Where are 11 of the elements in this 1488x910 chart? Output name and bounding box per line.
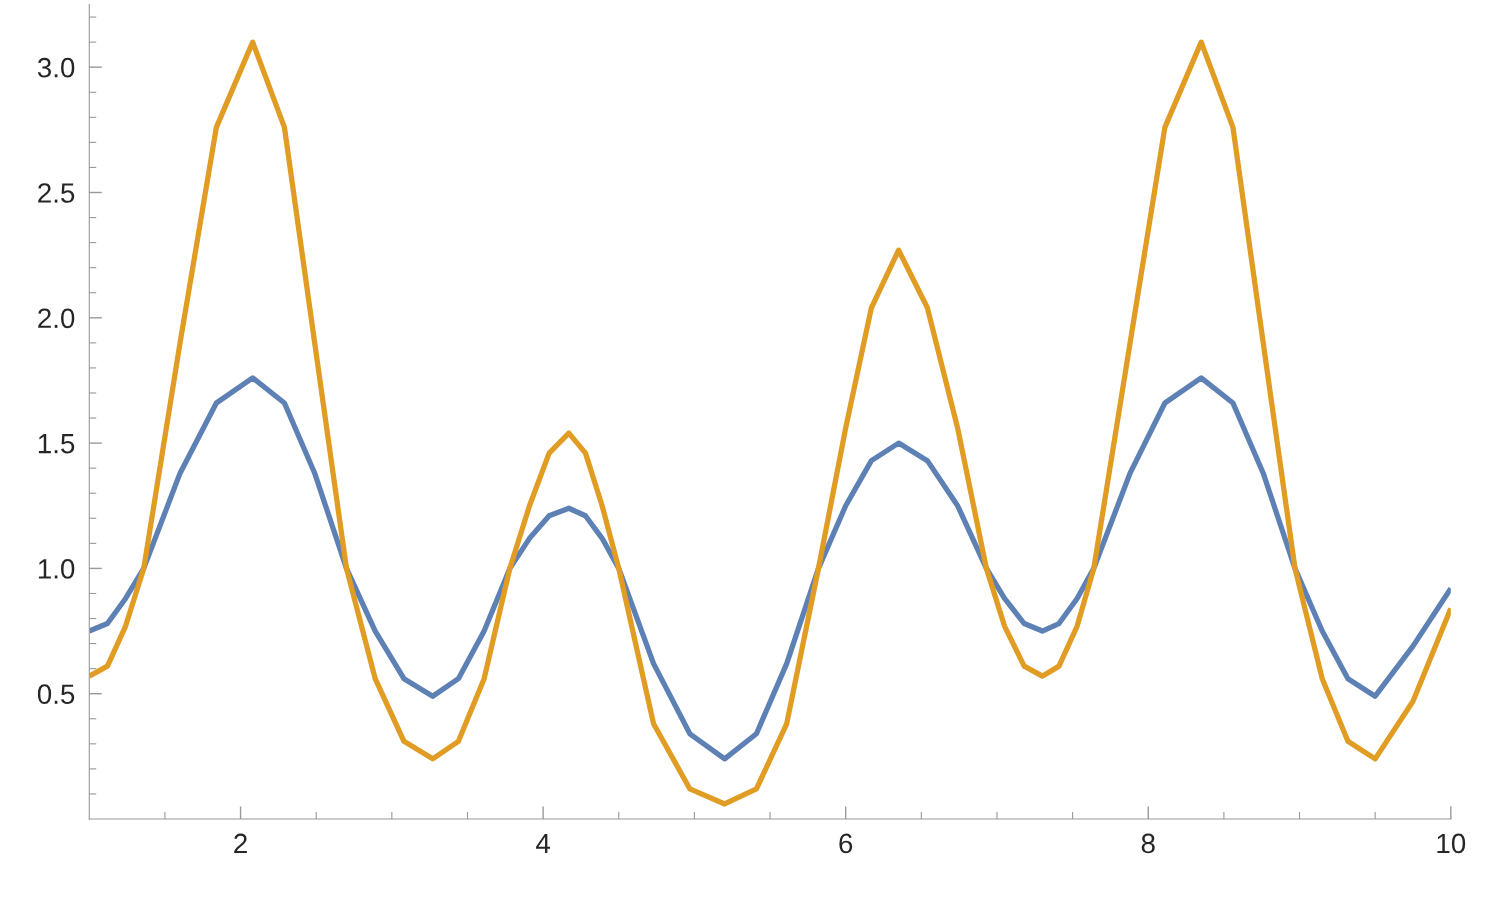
y-tick-label: 1.5	[38, 434, 75, 454]
x-tick-label: 4	[536, 833, 551, 854]
x-tick-label: 2	[234, 833, 247, 854]
x-tick-label: 10	[1437, 833, 1466, 854]
y-tick-label: 0.5	[37, 684, 75, 705]
y-tick-label: 2.5	[38, 183, 75, 203]
y-tick-label: 1.0	[38, 559, 75, 579]
y-tick-label: 2.0	[38, 308, 75, 329]
x-tick-label: 8	[1141, 833, 1155, 854]
y-tick-label: 3.0	[37, 57, 75, 78]
x-tick-label: 6	[839, 833, 853, 854]
